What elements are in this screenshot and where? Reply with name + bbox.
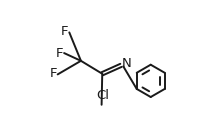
- Text: Cl: Cl: [96, 89, 109, 102]
- Text: F: F: [56, 47, 64, 60]
- Text: N: N: [122, 57, 131, 70]
- Text: F: F: [61, 25, 69, 38]
- Text: F: F: [50, 67, 57, 80]
